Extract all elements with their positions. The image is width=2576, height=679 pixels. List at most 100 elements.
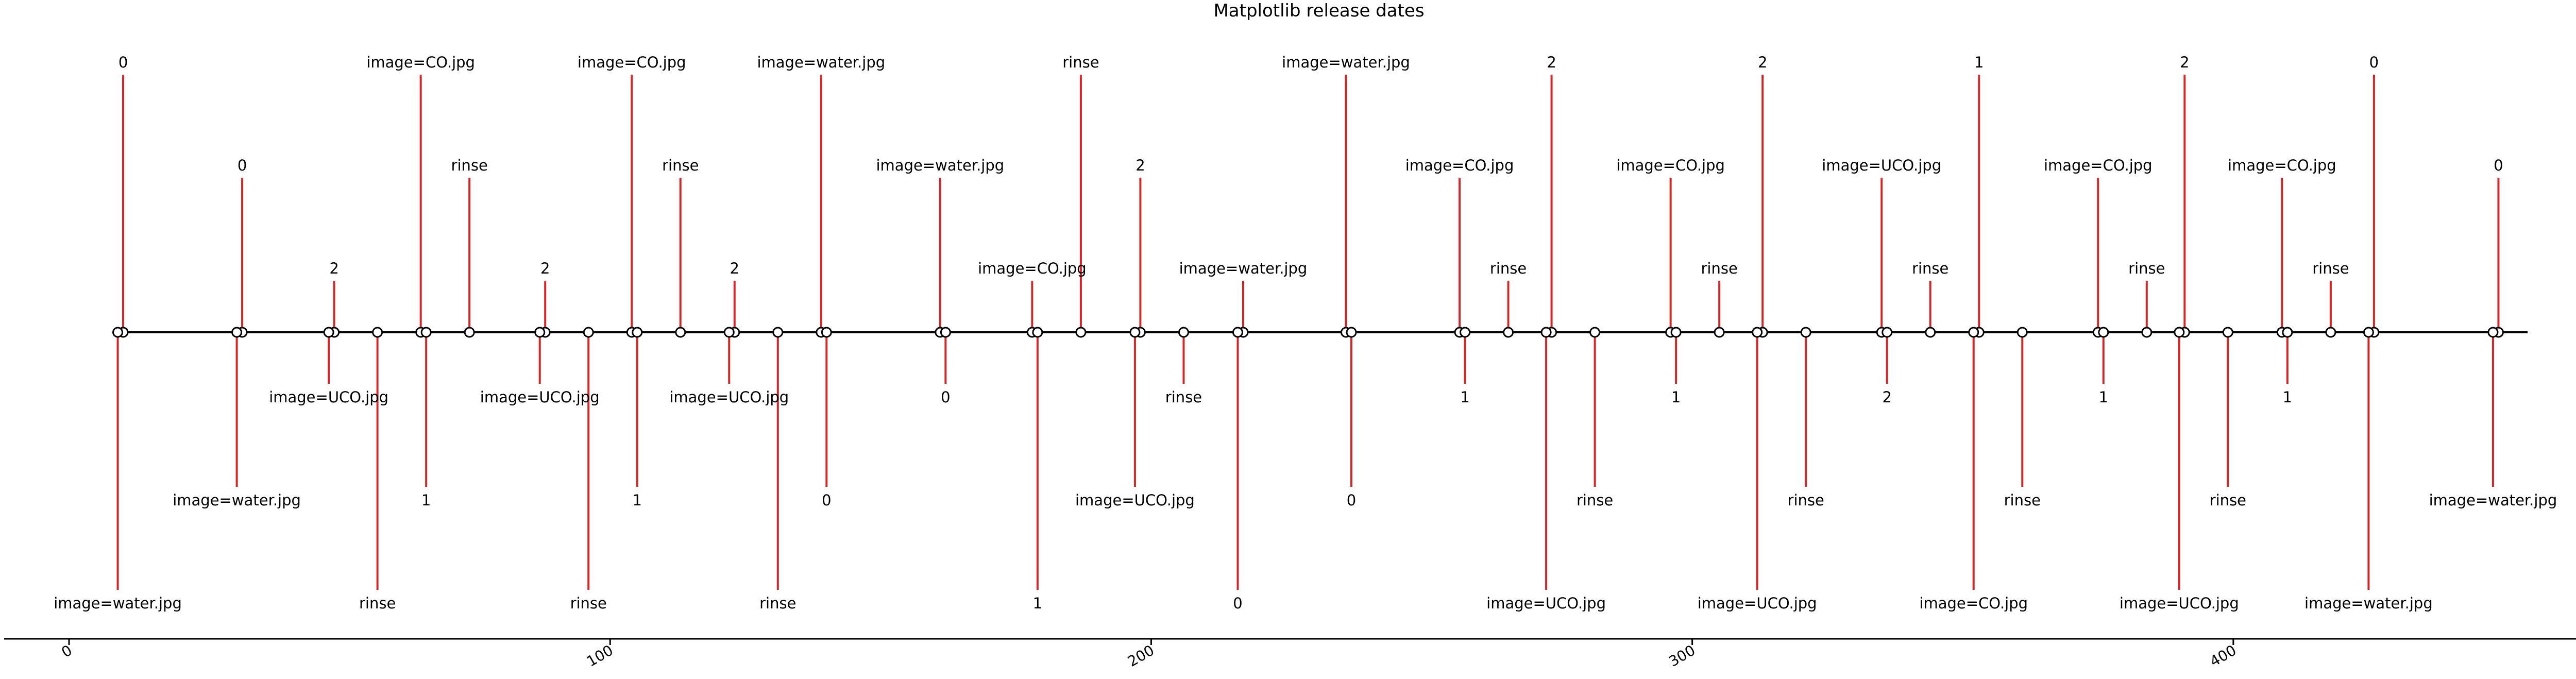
event-marker — [372, 327, 383, 338]
event-label: 2 — [1547, 54, 1556, 71]
event-marker — [772, 327, 784, 338]
event-label: rinse — [359, 595, 396, 612]
event-label: image=UCO.jpg — [1075, 491, 1195, 509]
event-marker — [723, 327, 735, 338]
event-marker — [1129, 327, 1141, 338]
event-label: rinse — [1490, 260, 1527, 277]
event-label: 2 — [2180, 54, 2189, 71]
event-label: image=CO.jpg — [2044, 157, 2153, 174]
event-label: image=CO.jpg — [978, 260, 1087, 277]
event-label: 1 — [633, 491, 642, 509]
event-label: image=water.jpg — [1282, 54, 1410, 71]
event-label: image=water.jpg — [1179, 260, 1308, 277]
event-label: image=CO.jpg — [578, 54, 686, 71]
event-label: rinse — [1062, 54, 1099, 71]
event-marker — [1503, 327, 1514, 338]
event-label: rinse — [2004, 491, 2041, 509]
event-marker — [534, 327, 546, 338]
event-label: image=CO.jpg — [1616, 157, 1725, 174]
event-marker — [1752, 327, 1763, 338]
event-label: 2 — [540, 260, 550, 277]
event-marker — [1670, 327, 1682, 338]
event-stems — [116, 75, 2500, 590]
event-label: image=CO.jpg — [366, 54, 475, 71]
event-label: 0 — [1347, 491, 1356, 509]
event-marker — [1714, 327, 1725, 338]
event-marker — [231, 327, 243, 338]
event-label: 1 — [1033, 595, 1042, 612]
event-label: rinse — [1577, 491, 1613, 509]
event-marker — [2016, 327, 2028, 338]
event-label: 0 — [822, 491, 831, 509]
event-labels: 0 image=water.jpg 0 image=water.jpg 2 image=U… — [54, 54, 2557, 612]
event-label: 2 — [1882, 388, 1891, 406]
event-label: rinse — [2210, 491, 2246, 509]
event-label: 2 — [730, 260, 739, 277]
event-marker — [2222, 327, 2233, 338]
event-marker — [1232, 327, 1243, 338]
x-tick-label: 0 — [59, 641, 75, 660]
event-label: image=CO.jpg — [1919, 595, 2028, 612]
event-label: image=water.jpg — [2429, 491, 2557, 509]
event-label: image=UCO.jpg — [2120, 595, 2239, 612]
x-tick-label: 300 — [1666, 641, 1698, 670]
event-label: 1 — [2283, 388, 2292, 406]
event-label: rinse — [2128, 260, 2165, 277]
event-label: rinse — [570, 595, 607, 612]
event-marker — [112, 327, 124, 338]
event-marker — [2363, 327, 2374, 338]
event-marker — [821, 327, 832, 338]
event-markers — [112, 327, 2504, 338]
event-label: image=UCO.jpg — [269, 388, 388, 406]
x-tick-label: 200 — [1125, 641, 1157, 670]
event-marker — [2174, 327, 2185, 338]
event-label: rinse — [2312, 260, 2349, 277]
event-label: rinse — [662, 157, 699, 174]
event-label: rinse — [451, 157, 488, 174]
event-label: rinse — [1912, 260, 1948, 277]
event-marker — [1075, 327, 1087, 338]
event-label: 1 — [1671, 388, 1681, 406]
event-marker — [323, 327, 334, 338]
event-marker — [2487, 327, 2499, 338]
event-label: image=CO.jpg — [1405, 157, 1514, 174]
event-marker — [675, 327, 686, 338]
event-marker — [940, 327, 951, 338]
x-tick-label: 100 — [584, 641, 616, 670]
event-label: 2 — [1758, 54, 1767, 71]
event-label: image=water.jpg — [876, 157, 1005, 174]
event-label: 0 — [1233, 595, 1242, 612]
event-label: 0 — [941, 388, 950, 406]
event-label: image=CO.jpg — [2228, 157, 2336, 174]
event-label: 1 — [2099, 388, 2108, 406]
event-label: 0 — [238, 157, 247, 174]
event-label: image=water.jpg — [757, 54, 885, 71]
event-marker — [2098, 327, 2109, 338]
x-tick-label: 400 — [2207, 641, 2240, 670]
event-marker — [1800, 327, 1811, 338]
event-marker — [1589, 327, 1601, 338]
event-label: image=UCO.jpg — [1486, 595, 1606, 612]
event-label: rinse — [1701, 260, 1737, 277]
event-marker — [1346, 327, 1357, 338]
event-marker — [2141, 327, 2153, 338]
event-marker — [464, 327, 475, 338]
event-label: 0 — [2369, 54, 2379, 71]
event-label: rinse — [759, 595, 796, 612]
event-marker — [1460, 327, 1471, 338]
event-label: 1 — [1460, 388, 1469, 406]
event-marker — [1032, 327, 1043, 338]
event-marker — [2282, 327, 2293, 338]
chart-title: Matplotlib release dates — [1213, 1, 1424, 21]
event-marker — [1925, 327, 1936, 338]
event-label: rinse — [1788, 491, 1824, 509]
event-label: image=water.jpg — [54, 595, 182, 612]
event-marker — [1178, 327, 1189, 338]
event-label: image=water.jpg — [173, 491, 301, 509]
event-marker — [1882, 327, 1893, 338]
event-marker — [2325, 327, 2336, 338]
event-label: image=UCO.jpg — [1822, 157, 1941, 174]
event-marker — [583, 327, 594, 338]
event-label: 1 — [421, 491, 431, 509]
